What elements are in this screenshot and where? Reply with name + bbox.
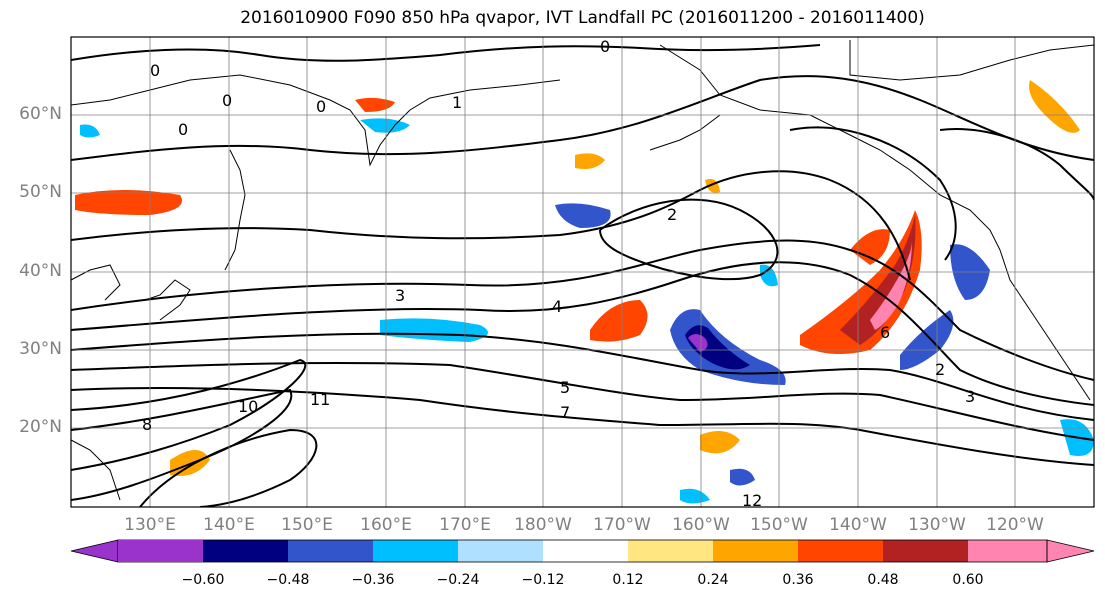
- map-frame: [70, 36, 1095, 508]
- lon-label: 120°W: [986, 515, 1044, 535]
- lon-label: 130°E: [124, 515, 176, 535]
- colorbar: [70, 539, 1095, 563]
- colorbar-swatch: [203, 540, 288, 562]
- negative-anomaly-region: [80, 124, 100, 138]
- contour-label: 0: [178, 120, 188, 139]
- contour-label: 0: [600, 37, 610, 56]
- contour-label: 11: [310, 390, 330, 409]
- map-title: 2016010900 F090 850 hPa qvapor, IVT Land…: [240, 8, 925, 28]
- lon-label: 140°W: [829, 515, 887, 535]
- colorbar-tick-label: 0.60: [952, 572, 984, 588]
- lon-label: 180°W: [514, 515, 572, 535]
- colorbar-swatch: [968, 540, 1047, 562]
- positive-anomaly-region: [800, 210, 922, 354]
- positive-anomaly-peak: [870, 240, 912, 330]
- contour-label: 10: [238, 397, 258, 416]
- contour-lines: [71, 44, 1094, 507]
- coastlines: [71, 40, 1094, 501]
- colorbar-tick-label: −0.12: [521, 572, 565, 588]
- colorbar-swatch: [798, 540, 883, 562]
- lon-label: 140°E: [203, 515, 255, 535]
- colorbar-swatch: [373, 540, 458, 562]
- colorbar-tick-label: −0.24: [436, 572, 480, 588]
- lon-label: 130°W: [908, 515, 966, 535]
- contour-label: 2: [935, 360, 945, 379]
- lon-label: 160°W: [672, 515, 730, 535]
- positive-anomaly-region: [1029, 80, 1080, 133]
- lon-label: 160°E: [360, 515, 412, 535]
- negative-anomaly-region: [555, 203, 611, 228]
- colorbar-swatch: [883, 540, 968, 562]
- contour-label-group: 0 0 0 0 1 0 2 3 4 5 6 7 8 10 11 12 2 3: [142, 37, 975, 510]
- lon-label: 150°E: [281, 515, 333, 535]
- colorbar-extend-low: [70, 539, 119, 563]
- contour-label: 5: [560, 378, 570, 397]
- negative-anomaly-region: [730, 468, 755, 486]
- colorbar-swatch: [118, 540, 203, 562]
- colorbar-tick-label: 0.48: [867, 572, 899, 588]
- colorbar-tick-label: −0.36: [351, 572, 395, 588]
- lat-label: 60°N: [19, 104, 62, 124]
- negative-anomaly-region: [900, 310, 954, 370]
- contour-label: 8: [142, 415, 152, 434]
- contour-label: 3: [395, 286, 405, 305]
- contour-label: 0: [150, 61, 160, 80]
- colorbar-swatch: [628, 540, 713, 562]
- lat-label: 30°N: [19, 339, 62, 359]
- anomaly-shading: [75, 80, 1094, 504]
- contour-label: 4: [552, 297, 562, 316]
- contour-label: 6: [880, 323, 890, 342]
- colorbar-extend-high: [1046, 539, 1095, 563]
- positive-anomaly-region: [700, 431, 740, 454]
- contour-label: 2: [667, 205, 677, 224]
- positive-anomaly-region: [575, 153, 605, 169]
- colorbar-tick-label: 0.24: [697, 572, 729, 588]
- positive-anomaly-region: [355, 97, 395, 112]
- positive-anomaly-region: [75, 190, 182, 215]
- negative-anomaly-peak: [688, 334, 708, 352]
- contour-label: 3: [965, 387, 975, 406]
- colorbar-swatch: [288, 540, 373, 562]
- graticule: [71, 37, 1094, 507]
- contour-label: 1: [452, 93, 462, 112]
- lon-label: 170°E: [439, 515, 491, 535]
- colorbar-tick-label: 0.36: [782, 572, 814, 588]
- lat-label: 20°N: [19, 417, 62, 437]
- colorbar-swatch: [543, 540, 628, 562]
- contour-label: 0: [222, 91, 232, 110]
- colorbar-tick-label: −0.48: [266, 572, 310, 588]
- lat-label: 50°N: [19, 182, 62, 202]
- contour-label: 0: [316, 97, 326, 116]
- lon-label: 150°W: [750, 515, 808, 535]
- positive-anomaly-core: [840, 215, 916, 345]
- colorbar-swatch: [713, 540, 798, 562]
- colorbar-tick-label: −0.60: [181, 572, 225, 588]
- negative-anomaly-region: [760, 264, 778, 287]
- contour-label: 12: [742, 491, 762, 510]
- positive-anomaly-region: [850, 229, 890, 265]
- colorbar-swatch: [458, 540, 543, 562]
- colorbar-tick-label: 0.12: [612, 572, 644, 588]
- positive-anomaly-region: [590, 300, 648, 342]
- lat-label: 40°N: [19, 261, 62, 281]
- negative-anomaly-region: [680, 488, 710, 504]
- contour-label: 7: [560, 403, 570, 422]
- lon-label: 170°W: [593, 515, 651, 535]
- negative-anomaly-region: [380, 318, 488, 342]
